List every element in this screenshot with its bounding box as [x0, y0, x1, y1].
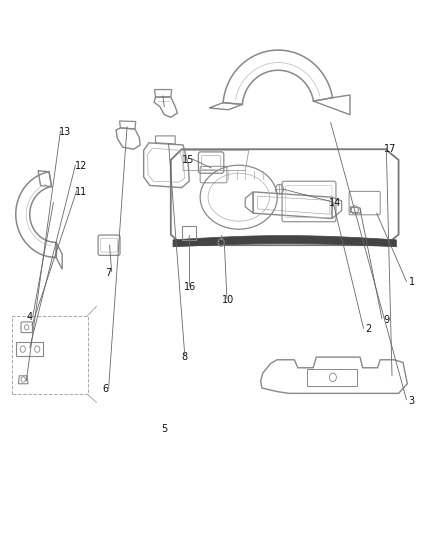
Text: 6: 6 — [102, 384, 108, 394]
Text: 5: 5 — [161, 424, 167, 434]
Text: 9: 9 — [383, 315, 389, 325]
Text: 10: 10 — [222, 295, 234, 304]
Text: 4: 4 — [27, 312, 33, 322]
Text: 2: 2 — [365, 325, 371, 334]
Text: 11: 11 — [75, 187, 87, 197]
Text: 7: 7 — [106, 268, 112, 278]
Text: 3: 3 — [409, 396, 415, 406]
Text: 1: 1 — [409, 278, 415, 287]
Text: 16: 16 — [184, 282, 197, 292]
Text: 17: 17 — [384, 144, 396, 154]
Text: 8: 8 — [181, 352, 187, 362]
Text: 12: 12 — [75, 161, 87, 171]
Text: 14: 14 — [329, 198, 341, 207]
Polygon shape — [173, 236, 396, 247]
Text: 13: 13 — [59, 127, 71, 137]
Text: 15: 15 — [182, 155, 194, 165]
